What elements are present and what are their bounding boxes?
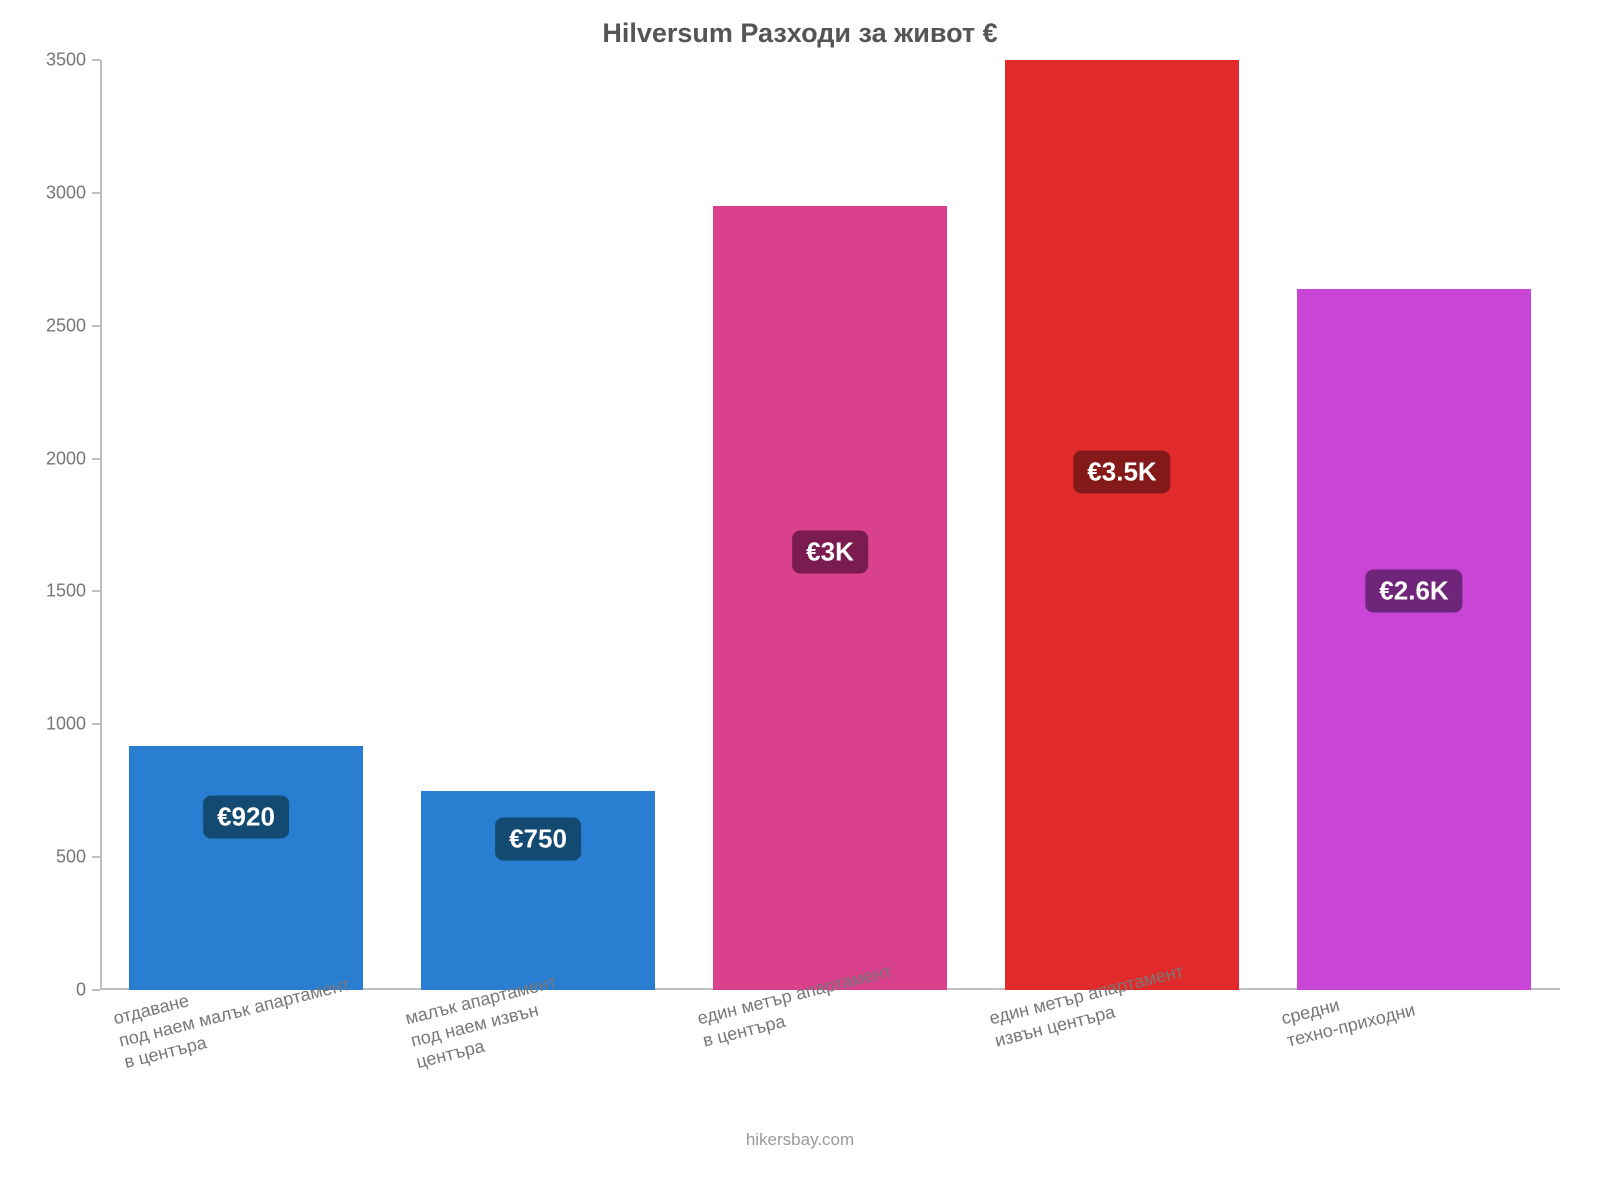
y-tick-label: 2500 xyxy=(46,315,86,336)
y-tick-label: 1500 xyxy=(46,581,86,602)
y-axis-line xyxy=(100,60,102,990)
attribution: hikersbay.com xyxy=(0,1130,1600,1150)
bar xyxy=(1005,60,1239,990)
y-tick-label: 500 xyxy=(56,847,86,868)
y-tick-label: 3000 xyxy=(46,182,86,203)
y-tick-mark xyxy=(92,325,100,327)
chart-container: Hilversum Разходи за живот € 0 500 1000 150… xyxy=(0,0,1600,1200)
plot-area: 0500100015002000250030003500€920€750€3K€… xyxy=(100,60,1560,990)
y-tick-mark xyxy=(92,59,100,61)
value-badge: €3.5K xyxy=(1073,450,1170,493)
value-badge: €2.6K xyxy=(1365,570,1462,613)
y-tick-mark xyxy=(92,989,100,991)
value-badge: €920 xyxy=(203,796,289,839)
value-badge: €3K xyxy=(792,530,868,573)
y-tick-mark xyxy=(92,458,100,460)
y-tick-mark xyxy=(92,590,100,592)
y-tick-label: 0 xyxy=(76,980,86,1001)
y-tick-label: 2000 xyxy=(46,448,86,469)
y-tick-label: 3500 xyxy=(46,50,86,71)
y-tick-mark xyxy=(92,723,100,725)
chart-title: Hilversum Разходи за живот € xyxy=(0,18,1600,49)
y-tick-mark xyxy=(92,856,100,858)
y-tick-mark xyxy=(92,192,100,194)
bar xyxy=(1297,289,1531,990)
bar xyxy=(713,206,947,990)
y-tick-label: 1000 xyxy=(46,714,86,735)
value-badge: €750 xyxy=(495,817,581,860)
